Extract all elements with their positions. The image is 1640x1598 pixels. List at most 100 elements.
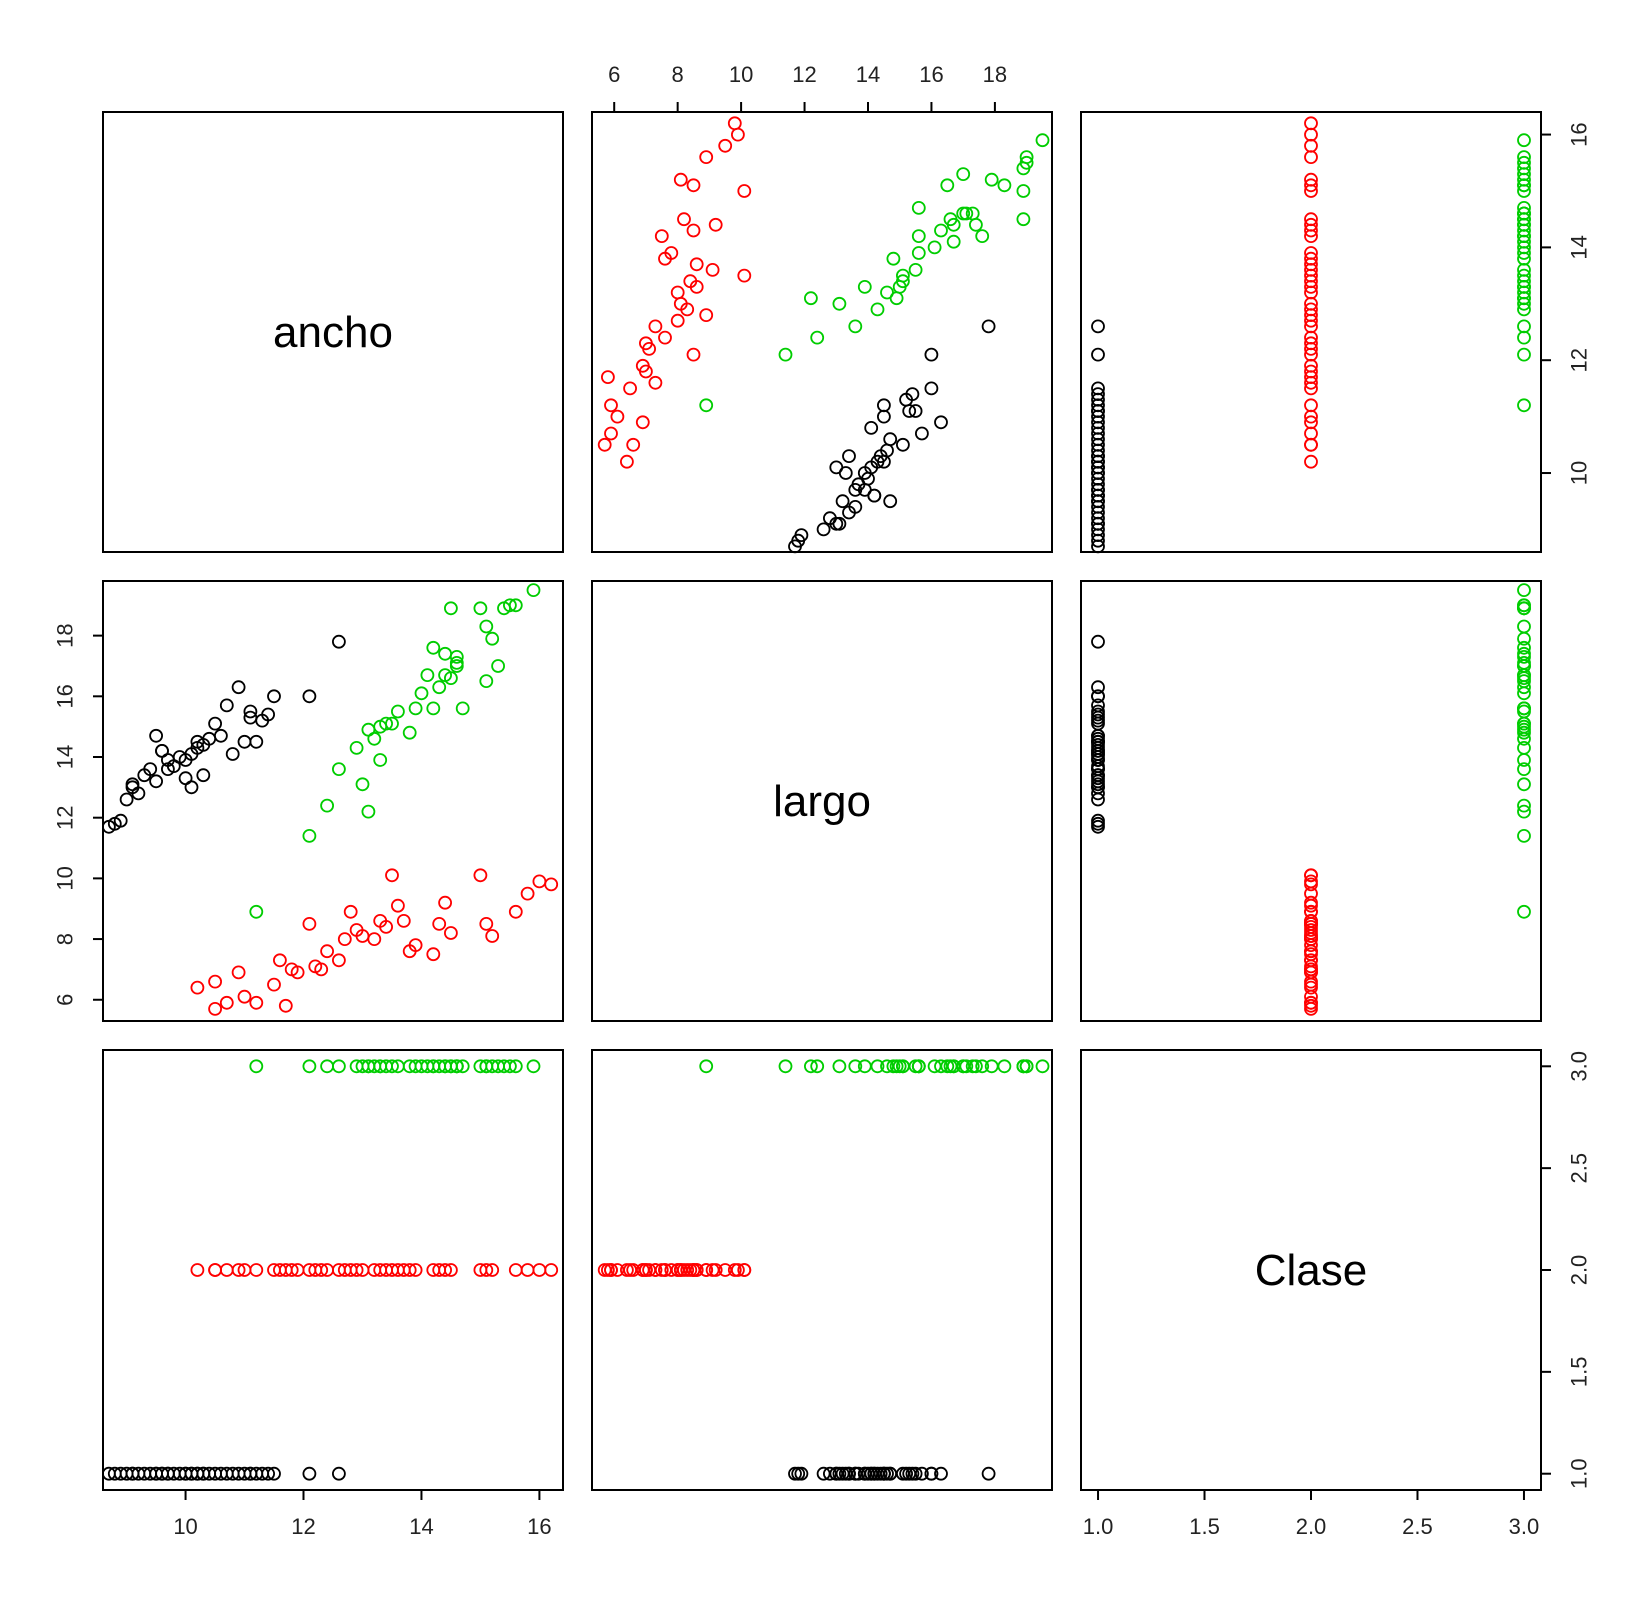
data-point-clase-1 — [155, 744, 169, 758]
data-point-clase-1 — [1091, 689, 1105, 704]
data-point-clase-3 — [956, 167, 971, 182]
data-point-clase-1 — [829, 516, 844, 531]
data-point-clase-3 — [1517, 398, 1531, 413]
y-tick-label-clase: 2.5 — [1567, 1153, 1592, 1184]
data-point-clase-3 — [1517, 659, 1531, 673]
data-point-clase-3 — [1517, 583, 1531, 597]
y-tick-label-clase: 3.0 — [1567, 1051, 1592, 1082]
data-point-clase-2 — [314, 962, 329, 977]
data-point-clase-2 — [331, 953, 346, 968]
data-point-clase-3 — [956, 206, 971, 221]
data-point-clase-2 — [648, 1263, 663, 1277]
data-point-clase-3 — [1517, 777, 1531, 792]
data-point-clase-2 — [727, 1263, 742, 1277]
data-point-clase-2 — [237, 989, 252, 1004]
data-point-clase-2 — [520, 1263, 535, 1277]
data-point-clase-2 — [604, 398, 618, 413]
data-point-clase-2 — [686, 178, 701, 193]
data-point-clase-3 — [857, 279, 872, 294]
data-point-clase-1 — [883, 432, 898, 447]
data-point-clase-3 — [1517, 716, 1531, 731]
data-point-clase-3 — [361, 804, 376, 819]
data-point-clase-1 — [196, 738, 211, 752]
data-point-clase-3 — [1517, 762, 1531, 776]
data-point-clase-1 — [225, 747, 240, 761]
data-point-clase-3 — [485, 631, 500, 646]
data-point-clase-2 — [1304, 150, 1318, 165]
data-point-clase-3 — [934, 223, 948, 238]
data-point-clase-3 — [479, 674, 494, 688]
data-point-clase-2 — [718, 138, 733, 153]
data-point-clase-3 — [473, 601, 488, 616]
data-point-clase-3 — [810, 330, 825, 345]
variable-name-ancho: ancho — [273, 308, 393, 357]
data-point-clase-2 — [343, 904, 358, 919]
data-point-clase-1 — [1091, 319, 1105, 334]
data-point-clase-3 — [1517, 619, 1531, 634]
data-point-clase-2 — [385, 868, 399, 883]
data-point-clase-2 — [379, 920, 394, 934]
data-point-clase-3 — [778, 1059, 793, 1074]
panel-largo-vs-largo — [591, 580, 1053, 1022]
data-point-clase-2 — [1304, 116, 1318, 131]
data-point-clase-2 — [705, 262, 720, 277]
data-point-clase-2 — [623, 381, 637, 396]
data-point-clase-2 — [686, 223, 701, 238]
data-point-clase-3 — [880, 285, 894, 300]
y-tick-label-clase: 2.0 — [1567, 1255, 1592, 1286]
data-point-clase-2 — [1304, 953, 1318, 968]
data-point-clase-3 — [911, 229, 926, 244]
data-point-clase-2 — [1304, 437, 1318, 452]
data-point-clase-1 — [915, 426, 929, 441]
data-point-clase-1 — [1091, 347, 1105, 362]
data-point-clase-2 — [443, 1263, 458, 1277]
data-point-clase-2 — [249, 1263, 264, 1277]
y-tick-label-ancho: 12 — [1567, 348, 1592, 372]
data-point-clase-3 — [302, 829, 317, 843]
data-point-clase-1 — [873, 1466, 888, 1481]
data-point-clase-3 — [699, 398, 714, 413]
data-point-clase-2 — [337, 932, 352, 946]
data-point-clase-3 — [778, 347, 793, 362]
data-point-clase-3 — [997, 1059, 1012, 1074]
data-point-clase-2 — [231, 965, 246, 980]
data-point-clase-2 — [670, 285, 685, 300]
data-point-clase-3 — [1517, 640, 1531, 655]
y-tick-label-largo: 8 — [53, 933, 78, 945]
data-point-clase-3 — [1517, 206, 1531, 221]
data-point-clase-2 — [508, 904, 523, 919]
data-point-clase-2 — [1304, 895, 1318, 910]
data-point-clase-3 — [1019, 1059, 1034, 1074]
data-point-clase-1 — [981, 1466, 996, 1481]
data-point-clase-3 — [1517, 268, 1531, 283]
data-point-clase-3 — [449, 650, 464, 664]
data-point-clase-3 — [349, 741, 364, 755]
data-point-clase-1 — [1091, 738, 1105, 752]
data-point-clase-1 — [873, 449, 888, 464]
x-tick-label-clase: 2.5 — [1402, 1514, 1433, 1539]
data-point-clase-3 — [911, 1059, 926, 1074]
data-point-clase-2 — [727, 116, 742, 131]
data-point-clase-2 — [249, 995, 264, 1010]
data-point-clase-3 — [911, 246, 926, 260]
data-point-clase-2 — [208, 1263, 223, 1277]
data-point-clase-2 — [708, 1263, 723, 1277]
data-point-clase-1 — [829, 460, 844, 475]
data-point-clase-2 — [302, 917, 317, 931]
data-point-clase-2 — [1304, 998, 1318, 1013]
data-point-clase-1 — [934, 1466, 948, 1481]
data-point-clase-3 — [975, 1059, 990, 1074]
x-tick-label-largo: 16 — [919, 62, 943, 87]
data-point-clase-2 — [639, 1263, 653, 1277]
data-point-clase-2 — [485, 1263, 500, 1277]
data-point-clase-3 — [857, 1059, 872, 1074]
data-point-clase-3 — [502, 598, 517, 613]
data-point-clase-3 — [1517, 631, 1531, 646]
data-point-clase-2 — [626, 437, 641, 452]
data-point-clase-2 — [544, 877, 559, 892]
x-tick-label-largo: 10 — [729, 62, 753, 87]
data-point-clase-3 — [355, 777, 370, 792]
data-point-clase-1 — [877, 398, 891, 413]
data-point-clase-3 — [956, 1059, 971, 1074]
data-point-clase-1 — [213, 728, 228, 743]
